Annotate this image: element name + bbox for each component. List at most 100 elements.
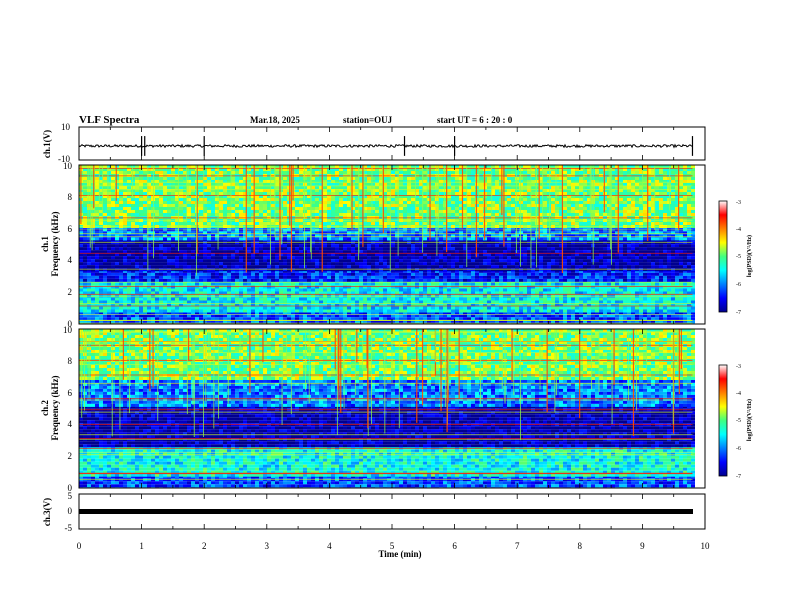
- spec-cell: [183, 282, 187, 286]
- spec-cell: [567, 244, 571, 248]
- spec-cell: [667, 317, 671, 321]
- spec-cell: [579, 272, 583, 276]
- spec-cell: [187, 303, 191, 307]
- spec-cell: [511, 291, 515, 295]
- spec-cell: [227, 285, 231, 289]
- spec-cell: [79, 320, 83, 324]
- spec-cell: [399, 285, 403, 289]
- spec-cell: [475, 320, 479, 324]
- spec-cell: [235, 247, 239, 251]
- spec-cell: [631, 262, 635, 266]
- spec-cell: [511, 272, 515, 276]
- spec-cell: [515, 282, 519, 286]
- spec-cell: [471, 291, 475, 295]
- spec-cell: [299, 303, 303, 307]
- spec-cell: [615, 309, 619, 313]
- spec-cell: [515, 303, 519, 307]
- spec-cell: [167, 285, 171, 289]
- spec-cell: [431, 297, 435, 301]
- spec-cell: [259, 256, 263, 260]
- spec-cell: [179, 309, 183, 313]
- spec-cell: [291, 265, 295, 269]
- spec-cell: [415, 300, 419, 304]
- spec-cell: [127, 320, 131, 324]
- spec-cell: [319, 268, 323, 272]
- spec-cell: [415, 314, 419, 318]
- spec-cell: [539, 297, 543, 301]
- spec-cell: [155, 278, 159, 282]
- spec-cell: [543, 247, 547, 251]
- spec-cell: [523, 309, 527, 313]
- spec-cell: [151, 250, 155, 254]
- spec-cell: [491, 256, 495, 260]
- spec-cell: [431, 288, 435, 292]
- spec-cell: [307, 262, 311, 266]
- spec-cell: [423, 311, 427, 315]
- spec-cell: [359, 275, 363, 279]
- spec-cell: [667, 244, 671, 248]
- spec-cell: [379, 306, 383, 310]
- spec-cell: [495, 306, 499, 310]
- spec-cell: [539, 247, 543, 251]
- spec-cell: [431, 285, 435, 289]
- spec-cell: [459, 275, 463, 279]
- spec-cell: [395, 285, 399, 289]
- spec-cell: [207, 275, 211, 279]
- spec-cell: [131, 269, 135, 273]
- spec-cell: [179, 297, 183, 301]
- spec-cell: [447, 265, 451, 269]
- spec-cell: [175, 253, 179, 257]
- spec-cell: [483, 285, 487, 289]
- spec-cell: [99, 303, 103, 307]
- spec-cell: [247, 285, 251, 289]
- spec-cell: [279, 303, 283, 307]
- spec-cell: [83, 303, 87, 307]
- spec-cell: [191, 262, 195, 266]
- spec-cell: [407, 253, 411, 257]
- spec-cell: [663, 300, 667, 304]
- spec-cell: [307, 256, 311, 260]
- spec-cell: [259, 275, 263, 279]
- spec-cell: [183, 291, 187, 295]
- spec-cell: [239, 303, 243, 307]
- spec-cell: [255, 288, 259, 292]
- spec-cell: [211, 309, 215, 313]
- spec-cell: [543, 291, 547, 295]
- spec-cell: [387, 259, 391, 263]
- spec-cell: [363, 317, 367, 321]
- spec-cell: [527, 317, 531, 321]
- spec-cell: [551, 268, 555, 272]
- spec-cell: [399, 259, 403, 263]
- spec-cell: [575, 244, 579, 248]
- spec-cell: [419, 269, 423, 273]
- spec-cell: [123, 253, 127, 257]
- spec-cell: [119, 256, 123, 260]
- spec-cell: [211, 250, 215, 254]
- spec-cell: [191, 253, 195, 257]
- spec-cell: [95, 262, 99, 266]
- spec-cell: [667, 269, 671, 273]
- spec-cell: [323, 259, 327, 263]
- spec-cell: [307, 275, 311, 279]
- spec-cell: [231, 244, 235, 248]
- spec-cell: [239, 320, 243, 324]
- spec-cell: [339, 297, 343, 301]
- spec-cell: [451, 314, 455, 318]
- spec-cell: [383, 275, 387, 279]
- spec-cell: [467, 309, 471, 313]
- spec-cell: [475, 309, 479, 313]
- spec-cell: [175, 300, 179, 304]
- spec-cell: [247, 297, 251, 301]
- ch1-spectrogram: [79, 165, 705, 324]
- spec-cell: [207, 311, 211, 315]
- spec-cell: [243, 269, 247, 273]
- spec-cell: [639, 311, 643, 315]
- spec-cell: [219, 285, 223, 289]
- spec-cell: [443, 285, 447, 289]
- spec-cell: [155, 269, 159, 273]
- spec-cell: [83, 314, 87, 318]
- spec-cell: [539, 320, 543, 324]
- spec-cell: [683, 282, 687, 286]
- spec-cell: [111, 311, 115, 315]
- spec-cell: [135, 253, 139, 257]
